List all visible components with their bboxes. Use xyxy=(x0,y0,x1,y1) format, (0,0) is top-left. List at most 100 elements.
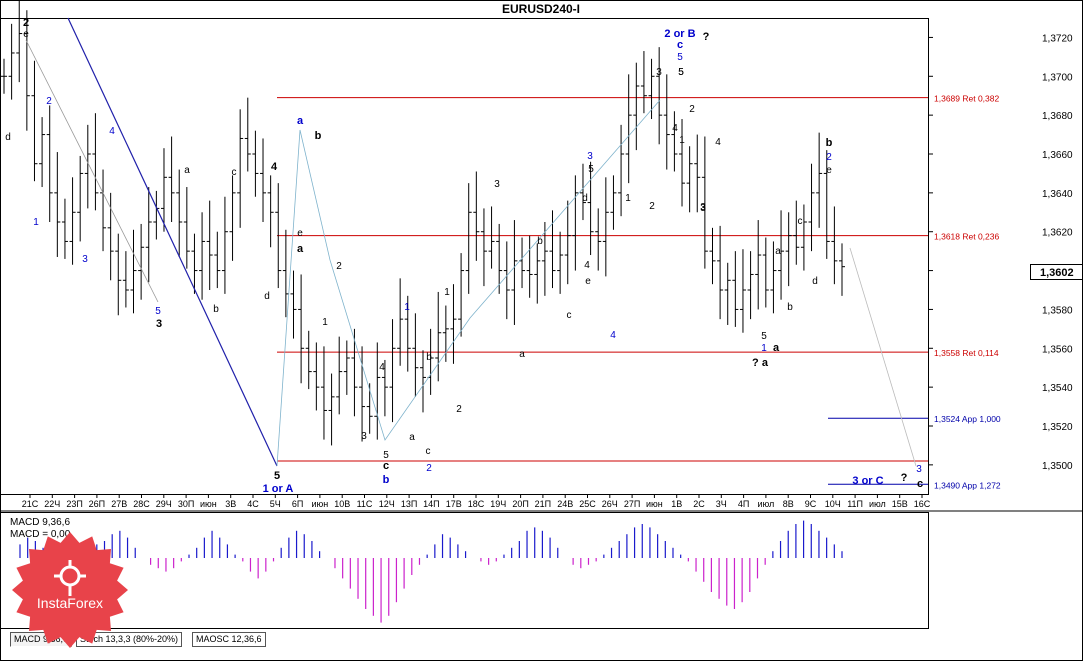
wave-label: b xyxy=(315,130,322,142)
x-tick-label: 22Ч xyxy=(44,499,60,509)
level-label: 1,3618 Ret 0,236 xyxy=(934,232,999,242)
wave-label: 5 xyxy=(678,67,684,78)
wave-label: d xyxy=(812,276,818,287)
wave-label: ? a xyxy=(752,357,769,369)
x-tick-label: 4П xyxy=(738,499,749,509)
wave-label: 4 xyxy=(672,123,678,134)
x-tick-label: 2С xyxy=(693,499,705,509)
x-tick-label: 23П xyxy=(66,499,82,509)
tab-maosc[interactable]: MAOSC 12,36,6 xyxy=(192,632,266,647)
x-tick-label: 26П xyxy=(89,499,105,509)
wave-label: c xyxy=(677,39,683,51)
x-tick-label: 19Ч xyxy=(490,499,506,509)
wave-label: a xyxy=(773,342,780,354)
wave-label: c xyxy=(426,446,431,457)
logo-text: InstaForex xyxy=(37,595,103,611)
wave-label: b xyxy=(383,474,390,486)
wave-label: a xyxy=(409,432,415,443)
wave-label: 3 xyxy=(700,202,706,213)
x-tick-label: 1В xyxy=(671,499,682,509)
wave-label: 3 or C xyxy=(852,475,883,487)
x-tick-label: 27В xyxy=(111,499,127,509)
x-tick-label: 9С xyxy=(805,499,817,509)
chart-title: EURUSD240-I xyxy=(502,2,580,16)
x-tick-label: 21П xyxy=(535,499,551,509)
x-tick-label: 13П xyxy=(401,499,417,509)
wave-label: e xyxy=(23,29,29,40)
wave-label: 3 xyxy=(361,431,367,442)
wave-label: a xyxy=(297,243,304,255)
wave-label: 1 xyxy=(33,217,39,228)
wave-label: b xyxy=(426,352,432,363)
macd-panel-frame xyxy=(0,512,929,629)
wave-label: a xyxy=(184,165,190,176)
indicator-tabs: MACD 9,36,6 Stoch 13,3,3 (80%-20%) MAOSC… xyxy=(0,630,1083,650)
y-tick-label: 1,3580 xyxy=(1042,305,1073,316)
wave-label: 3 xyxy=(587,151,593,162)
wave-label: 3 xyxy=(656,67,662,78)
macd-label-1: MACD 9,36,6 xyxy=(10,517,70,528)
wave-label: 4 xyxy=(379,362,385,373)
x-tick-label: 11С xyxy=(357,499,373,509)
x-tick-label: 18С xyxy=(468,499,485,509)
wave-label: d xyxy=(5,132,11,143)
wave-label: b xyxy=(787,302,793,313)
wave-label: c xyxy=(567,310,572,321)
x-tick-label: июн xyxy=(312,499,329,509)
main-panel-frame xyxy=(0,18,929,495)
x-tick-label: 12Ч xyxy=(379,499,395,509)
x-tick-label: 27П xyxy=(624,499,640,509)
wave-label: b xyxy=(826,137,833,149)
wave-label: a xyxy=(775,246,781,257)
x-tick-label: 29Ч xyxy=(156,499,172,509)
wave-label: a xyxy=(297,115,304,127)
x-tick-label: июн xyxy=(646,499,663,509)
wave-label: 4 xyxy=(271,161,278,173)
wave-label: ? xyxy=(703,31,710,43)
x-tick-label: 3Ч xyxy=(716,499,727,509)
projection-line xyxy=(849,247,917,467)
x-tick-label: 16С xyxy=(914,499,931,509)
trend-line-gray xyxy=(25,39,159,303)
wave-label: 5 xyxy=(155,306,161,317)
wave-label: 1 xyxy=(444,287,450,298)
level-label: 1,3490 App 1,272 xyxy=(934,480,1001,490)
y-tick-label: 1,3640 xyxy=(1042,189,1073,200)
wave-label: 5 xyxy=(274,470,280,482)
y-tick-label: 1,3560 xyxy=(1042,344,1073,355)
wave-label: e xyxy=(585,276,591,287)
x-tick-label: июл xyxy=(869,499,886,509)
wave-label: 2 xyxy=(426,463,432,474)
x-tick-label: 21C xyxy=(22,499,39,509)
wave-label: 5 xyxy=(761,331,767,342)
wave-label: e xyxy=(826,165,832,176)
wave-label: 2 or B xyxy=(664,28,695,40)
y-tick-label: 1,3520 xyxy=(1042,422,1073,433)
wave-label: 2 xyxy=(649,201,655,212)
level-label: 1,3689 Ret 0,382 xyxy=(934,94,999,104)
wave-label: c xyxy=(917,478,923,490)
wave-label: 3 xyxy=(916,464,922,475)
wave-label: 5 xyxy=(383,450,389,461)
wave-label: 2 xyxy=(336,261,342,272)
y-tick-label: 1,3620 xyxy=(1042,228,1073,239)
x-tick-label: 30П xyxy=(178,499,194,509)
wave-label: 2 xyxy=(23,17,29,29)
x-tick-label: 11П xyxy=(847,499,863,509)
y-tick-label: 1,3500 xyxy=(1042,461,1073,472)
x-tick-label: 24В xyxy=(557,499,573,509)
x-tick-label: 6П xyxy=(292,499,303,509)
macd-label-2: MACD = 0,00 xyxy=(10,529,71,540)
x-tick-label: 5Ч xyxy=(270,499,281,509)
wave-label: 4 xyxy=(584,260,590,271)
wave-label: 1 or A xyxy=(263,483,294,495)
wave-label: 5 xyxy=(678,67,684,78)
wave-label: e xyxy=(297,228,303,239)
wave-label: 2 xyxy=(456,404,462,415)
x-tick-label: 17В xyxy=(446,499,462,509)
instaforex-logo-icon: InstaForex xyxy=(12,532,128,648)
wave-path-cyan xyxy=(276,99,661,467)
wave-label: 3 xyxy=(156,318,162,330)
